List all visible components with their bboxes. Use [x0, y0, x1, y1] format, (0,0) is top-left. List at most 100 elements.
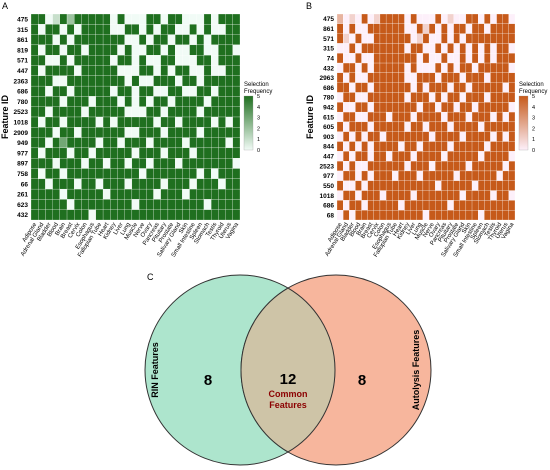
heatmap-cell: [160, 55, 169, 66]
heatmap-cell: [398, 102, 405, 113]
heatmap-cell: [52, 106, 60, 118]
heatmap-cell: [465, 190, 473, 201]
heatmap-cell: [102, 137, 111, 149]
heatmap-cell: [410, 92, 417, 103]
heatmap-cell: [218, 137, 226, 149]
heatmap-cell: [379, 161, 387, 172]
heatmap-cell: [392, 62, 399, 73]
heatmap-cell: [490, 53, 497, 64]
heatmap-cell: [508, 82, 516, 93]
heatmap-cell: [74, 44, 82, 56]
heatmap-cell: [484, 92, 491, 103]
heatmap-cell: [30, 13, 39, 25]
row-label: 475: [323, 16, 334, 23]
heatmap-cell: [189, 199, 197, 210]
heatmap-cell: [74, 96, 82, 107]
heatmap-cell: [361, 210, 368, 221]
heatmap-cell: [441, 121, 448, 132]
heatmap-cell: [160, 85, 169, 97]
heatmap-cell: [182, 75, 190, 87]
heatmap-cell: [349, 190, 356, 201]
heatmap-cell: [52, 85, 60, 97]
heatmap-cell: [416, 190, 424, 201]
heatmap-cell: [502, 23, 509, 34]
heatmap-cell: [74, 158, 82, 169]
heatmap-cell: [95, 85, 104, 97]
heatmap-cell: [153, 24, 161, 35]
heatmap-cell: [74, 34, 82, 46]
heatmap-cell: [404, 82, 411, 93]
heatmap-cell: [459, 121, 467, 132]
heatmap-cell: [117, 127, 125, 138]
heatmap-cell: [182, 209, 190, 221]
heatmap-cell: [453, 33, 460, 44]
heatmap-cell: [189, 158, 197, 169]
heatmap-cell: [502, 111, 509, 123]
heatmap-cell: [102, 209, 111, 221]
legend-tick-label: 4: [257, 105, 260, 111]
heatmap-cell: [410, 111, 417, 123]
heatmap-cell: [117, 106, 125, 118]
heatmap-cell: [373, 131, 381, 142]
heatmap-cell: [95, 199, 104, 210]
heatmap-cell: [447, 53, 454, 64]
heatmap-cell: [218, 168, 226, 179]
heatmap-cell: [167, 188, 176, 200]
heatmap-cell: [52, 96, 60, 107]
heatmap-cell: [102, 34, 111, 46]
heatmap-cell: [196, 13, 205, 25]
heatmap-cell: [508, 23, 516, 34]
heatmap-cell: [138, 168, 147, 179]
heatmap-cell: [404, 200, 411, 211]
heatmap-cell: [447, 43, 454, 54]
heatmap-cell: [66, 147, 75, 159]
heatmap-cell: [196, 44, 205, 56]
heatmap-cell: [138, 65, 147, 76]
heatmap-cell: [117, 209, 125, 221]
heatmap-cell: [59, 55, 68, 66]
heatmap-cell: [459, 170, 467, 181]
heatmap-cell: [153, 96, 161, 107]
heatmap-cell: [410, 62, 417, 73]
heatmap-cell: [336, 33, 344, 44]
heatmap-cell: [59, 199, 68, 210]
heatmap-cell: [447, 62, 454, 73]
heatmap-cell: [441, 180, 448, 191]
heatmap-cell: [196, 137, 205, 149]
heatmap-cell: [422, 33, 430, 44]
heatmap-cell: [416, 180, 424, 191]
heatmap-cell: [465, 92, 473, 103]
heatmap-cell: [459, 72, 467, 83]
heatmap-cell: [59, 178, 68, 190]
heatmap-cell: [189, 127, 197, 138]
heatmap-cell: [160, 188, 169, 200]
heatmap-cell: [490, 141, 497, 152]
heatmap-cell: [428, 151, 436, 162]
heatmap-cell: [349, 23, 356, 34]
heatmap-cell: [441, 23, 448, 34]
heatmap-cell: [66, 24, 75, 35]
heatmap-cell: [88, 13, 96, 25]
heatmap-cell: [182, 158, 190, 169]
heatmap-cell: [465, 121, 473, 132]
heatmap-cell: [124, 168, 133, 179]
heatmap-cell: [416, 210, 424, 221]
heatmap-cell: [232, 188, 241, 200]
heatmap-cell: [385, 190, 393, 201]
heatmap-cell: [508, 102, 516, 113]
heatmap-cell: [422, 161, 430, 172]
heatmap-cell: [160, 34, 169, 46]
heatmap-cell: [441, 53, 448, 64]
heatmap-cell: [160, 147, 169, 159]
heatmap-cell: [182, 24, 190, 35]
heatmap-cell: [379, 82, 387, 93]
heatmap-cell: [131, 127, 140, 138]
heatmap-cell: [441, 102, 448, 113]
heatmap-cell: [367, 180, 374, 191]
heatmap-cell: [102, 85, 111, 97]
heatmap-cell: [410, 43, 417, 54]
heatmap-cell: [203, 24, 212, 35]
heatmap-cell: [218, 96, 226, 107]
heatmap-cell: [138, 24, 147, 35]
heatmap-cell: [38, 65, 46, 76]
